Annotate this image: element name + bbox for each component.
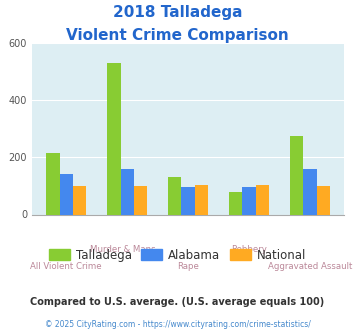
Text: Aggravated Assault: Aggravated Assault bbox=[268, 262, 352, 271]
Bar bbox=[229, 192, 242, 214]
Bar bbox=[181, 187, 195, 214]
Text: Compared to U.S. average. (U.S. average equals 100): Compared to U.S. average. (U.S. average … bbox=[31, 297, 324, 307]
Bar bbox=[134, 186, 147, 215]
Bar bbox=[168, 177, 181, 214]
Bar bbox=[256, 185, 269, 214]
Bar bbox=[107, 63, 120, 214]
Bar bbox=[60, 175, 73, 215]
Text: © 2025 CityRating.com - https://www.cityrating.com/crime-statistics/: © 2025 CityRating.com - https://www.city… bbox=[45, 320, 310, 329]
Bar bbox=[46, 153, 60, 214]
Bar bbox=[303, 169, 317, 214]
Text: 2018 Talladega: 2018 Talladega bbox=[113, 5, 242, 20]
Bar bbox=[120, 169, 134, 214]
Bar bbox=[195, 185, 208, 214]
Text: Robbery: Robbery bbox=[231, 245, 267, 254]
Bar bbox=[317, 186, 330, 215]
Bar bbox=[242, 187, 256, 214]
Text: Rape: Rape bbox=[177, 262, 199, 271]
Text: Murder & Mans...: Murder & Mans... bbox=[91, 245, 164, 254]
Text: Violent Crime Comparison: Violent Crime Comparison bbox=[66, 28, 289, 43]
Text: All Violent Crime: All Violent Crime bbox=[31, 262, 102, 271]
Bar bbox=[73, 186, 86, 215]
Legend: Talladega, Alabama, National: Talladega, Alabama, National bbox=[44, 244, 311, 266]
Bar bbox=[290, 136, 303, 214]
